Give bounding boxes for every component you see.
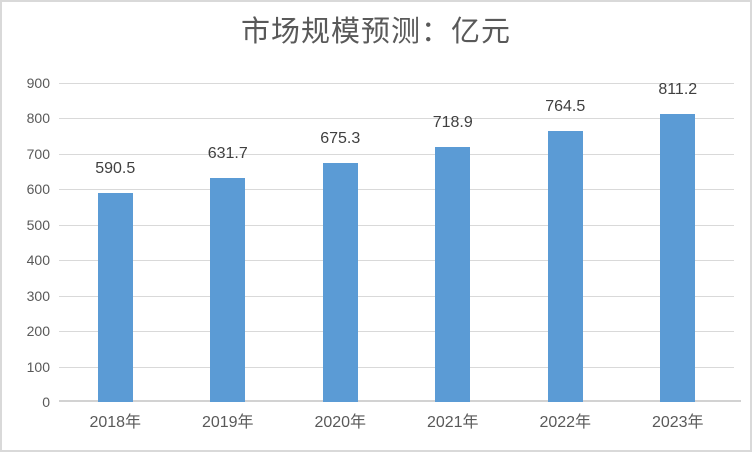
gridline bbox=[59, 118, 734, 119]
gridline bbox=[59, 189, 734, 190]
bar bbox=[210, 178, 246, 402]
chart-title: 市场规模预测：亿元 bbox=[240, 16, 511, 48]
x-category-label: 2020年 bbox=[314, 414, 367, 431]
gridline bbox=[59, 83, 734, 84]
bar-value-label: 764.5 bbox=[545, 98, 586, 116]
y-tick-label: 100 bbox=[26, 358, 50, 375]
x-category-label: 2018年 bbox=[89, 414, 142, 431]
y-tick-label: 900 bbox=[26, 75, 50, 91]
bar bbox=[660, 114, 696, 402]
bar bbox=[547, 131, 583, 402]
y-tick-label: 200 bbox=[26, 323, 50, 340]
bar-value-label: 590.5 bbox=[95, 159, 136, 177]
gridline bbox=[59, 260, 734, 261]
y-tick-label: 0 bbox=[42, 394, 50, 410]
y-tick-label: 500 bbox=[26, 216, 50, 233]
x-category-label: 2019年 bbox=[201, 414, 254, 431]
y-axis-labels: 0 100 200 300 400 500 600 700 800 900 bbox=[2, 2, 50, 450]
x-category-label: 2022年 bbox=[539, 414, 592, 431]
y-tick-label: 700 bbox=[26, 145, 50, 162]
y-tick-label: 400 bbox=[26, 252, 50, 269]
y-tick-label: 300 bbox=[26, 287, 50, 304]
x-category-label: 2023年 bbox=[651, 414, 704, 431]
x-axis-labels: 2018年 2019年 2020年 2021年 2022年 2023年 bbox=[59, 413, 734, 435]
gridline bbox=[59, 296, 734, 297]
bar-value-label: 631.7 bbox=[207, 145, 248, 163]
bar-value-label: 675.3 bbox=[320, 129, 361, 147]
gridline bbox=[59, 154, 734, 155]
y-tick-label: 800 bbox=[26, 110, 50, 127]
gridline bbox=[59, 331, 734, 332]
bar bbox=[322, 162, 358, 402]
plot-area: 590.5 631.7 675.3 718.9 764.5 811.2 bbox=[59, 81, 741, 402]
bar-value-label: 811.2 bbox=[658, 81, 698, 99]
x-category-label: 2021年 bbox=[426, 414, 479, 431]
x-axis-line bbox=[59, 400, 741, 402]
bar-value-label: 718.9 bbox=[432, 114, 473, 132]
gridline bbox=[59, 367, 734, 368]
gridline bbox=[59, 225, 734, 226]
y-tick-label: 600 bbox=[26, 181, 50, 198]
bar bbox=[435, 147, 471, 402]
bar bbox=[97, 192, 133, 402]
